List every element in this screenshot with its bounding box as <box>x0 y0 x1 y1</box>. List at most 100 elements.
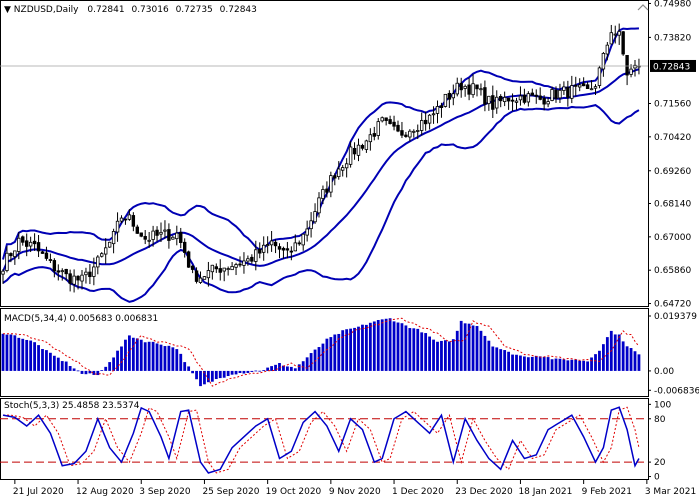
candle-body <box>542 97 546 105</box>
macd-bar <box>278 363 281 371</box>
macd-bar <box>384 318 388 371</box>
candle <box>119 215 124 224</box>
candle-body <box>337 168 341 178</box>
date-tick-label: 18 Jan 2021 <box>518 487 572 497</box>
macd-bar <box>238 370 242 374</box>
candle-body <box>562 86 566 91</box>
candle-body <box>186 251 191 268</box>
macd-bar <box>451 339 455 371</box>
candle-body <box>376 121 380 136</box>
candle-body <box>502 96 507 102</box>
candle-body <box>550 89 554 101</box>
candle-body <box>238 263 242 266</box>
candle <box>491 85 495 119</box>
candle-body <box>558 89 562 99</box>
candle <box>246 255 250 266</box>
macd-bar <box>321 343 325 371</box>
candle-body <box>214 266 218 270</box>
macd-bar <box>408 328 412 371</box>
macd-bar <box>104 366 108 371</box>
candle <box>601 51 606 77</box>
axes: 0.74980 0.73820 0.71560 0.70420 0.69260 0.681… <box>13 0 699 497</box>
stoch-title: Stoch(5,3,3) 25.4858 23.5374 <box>4 401 140 411</box>
candle <box>28 236 33 253</box>
candle <box>17 232 21 260</box>
candle <box>475 84 479 97</box>
candle <box>423 111 428 131</box>
candle-body <box>68 273 72 284</box>
candle-body <box>633 64 637 69</box>
price-panel[interactable]: 0.72843 <box>0 23 696 303</box>
macd-panel-frame <box>0 308 649 397</box>
macd-panel[interactable] <box>1 317 641 387</box>
candle <box>159 222 163 243</box>
macd-bar <box>88 370 92 374</box>
candle-body <box>609 32 613 45</box>
macd-bar <box>380 319 384 371</box>
stoch-panel[interactable] <box>0 406 648 474</box>
candle <box>24 233 29 257</box>
candle <box>467 77 471 101</box>
candle-body <box>9 253 13 257</box>
candle-body <box>139 232 143 237</box>
candle <box>289 246 294 261</box>
candle-body <box>147 239 151 242</box>
candle <box>242 252 246 274</box>
candle-body <box>179 231 183 243</box>
candle-body <box>135 226 139 234</box>
candle-body <box>605 44 610 55</box>
candle-body <box>392 121 396 127</box>
candle <box>463 84 467 97</box>
candle-body <box>404 134 408 137</box>
macd-bar <box>305 357 309 371</box>
macd-bar <box>503 350 507 371</box>
candle <box>56 264 60 281</box>
candle <box>111 228 116 254</box>
macd-bar <box>297 364 301 371</box>
macd-bar <box>270 366 273 371</box>
candle-body <box>483 87 487 105</box>
macd-bar <box>586 361 589 371</box>
candle-body <box>269 240 274 246</box>
chevron-up-icon[interactable] <box>637 4 649 11</box>
macd-bar <box>230 370 234 375</box>
macd-bar <box>49 352 52 371</box>
macd-bar <box>37 345 40 371</box>
macd-bar <box>179 353 183 371</box>
candle-body <box>530 92 534 96</box>
macd-bar <box>396 322 400 371</box>
candle <box>147 232 151 248</box>
macd-bar <box>629 348 633 371</box>
macd-bar <box>325 338 329 371</box>
candle-body <box>479 88 483 91</box>
macd-bar <box>124 339 127 371</box>
symbol-title: ▼ NZDUSD,Daily 0.72841 0.73016 0.72735 0… <box>4 5 257 15</box>
candle <box>348 141 353 168</box>
candle-body <box>234 264 238 268</box>
candle-body <box>28 241 33 247</box>
macd-bar <box>301 361 305 371</box>
macd-bar <box>349 328 352 371</box>
candle <box>388 115 392 125</box>
candle-body <box>372 133 376 137</box>
candle <box>558 83 562 104</box>
macd-bar <box>637 354 641 371</box>
candle <box>40 250 45 254</box>
macd-bar <box>633 351 637 371</box>
candle-body <box>495 96 499 109</box>
macd-bar <box>266 367 270 371</box>
candle <box>435 100 440 124</box>
candle <box>526 91 531 107</box>
candle-body <box>597 67 602 86</box>
candle <box>404 131 408 138</box>
candle <box>139 232 143 238</box>
macd-bar <box>511 354 514 371</box>
candle <box>498 94 503 108</box>
price-tick-label: 0.68140 <box>654 200 691 210</box>
candle-body <box>629 68 633 75</box>
macd-bar <box>550 359 554 371</box>
macd-bar <box>519 355 522 371</box>
macd-bar <box>345 329 349 371</box>
